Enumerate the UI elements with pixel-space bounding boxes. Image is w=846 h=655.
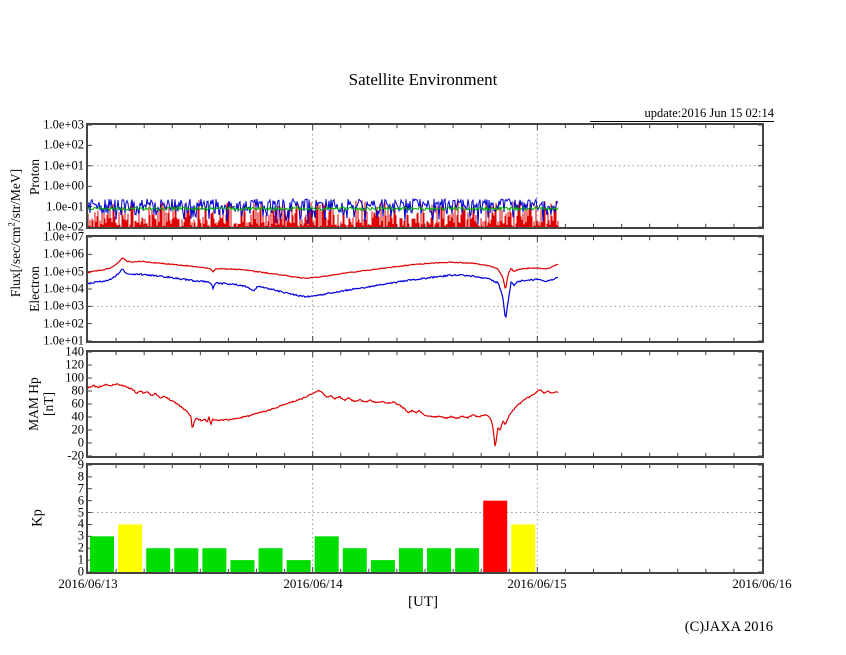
mam_hp-hp-red xyxy=(88,383,559,447)
y-tick-label: 1 xyxy=(77,552,84,567)
flux-axis-label-text: Flux[/sec/cm xyxy=(7,226,23,298)
kp-bar xyxy=(258,548,283,572)
x-tick-label: 2016/06/14 xyxy=(283,576,343,591)
y-tick-label: 120 xyxy=(65,357,84,372)
mam-axis-label: MAM Hp [nT] xyxy=(26,377,56,431)
x-tick-label: 2016/06/16 xyxy=(732,576,792,591)
y-tick-label: 1.0e+05 xyxy=(43,264,84,279)
flux-axis-label-unit: /str/MeV] xyxy=(7,168,23,223)
axis-ticks xyxy=(88,352,762,456)
kp-bar xyxy=(146,548,171,572)
electron_flux-plot xyxy=(88,237,762,341)
kp-bar xyxy=(455,548,480,572)
electron_flux-blue-channel xyxy=(88,268,559,319)
proton-red-series xyxy=(88,200,559,227)
y-tick-label: 1.0e+06 xyxy=(43,246,84,261)
electron_flux-red-channel xyxy=(88,257,559,289)
gridline xyxy=(88,237,762,341)
copyright-label: (C)JAXA 2016 xyxy=(684,619,773,635)
kp-bar xyxy=(90,536,115,572)
y-tick-label: 6 xyxy=(77,493,84,508)
axis-ticks xyxy=(88,465,762,572)
gridline xyxy=(312,352,538,456)
y-tick-label: 100 xyxy=(65,370,84,385)
proton-flux-panel xyxy=(86,123,764,229)
y-tick-label: 0 xyxy=(77,435,84,450)
page-title: Satellite Environment xyxy=(348,70,498,89)
kp-bar xyxy=(342,548,367,572)
kp-bar xyxy=(511,524,536,572)
kp-bar xyxy=(370,560,395,572)
x-tick-label: 2016/06/15 xyxy=(507,576,567,591)
y-tick-label: 8 xyxy=(77,469,84,484)
y-tick-label: 1.0e+02 xyxy=(43,137,84,152)
x-axis-title: [UT] xyxy=(408,594,438,610)
kp-bar xyxy=(286,560,311,572)
kp-bar xyxy=(174,548,199,572)
y-tick-label: 1.0e-02 xyxy=(46,219,84,234)
y-tick-label: 9 xyxy=(77,457,84,472)
update-timestamp: update:2016 Jun 15 02:14 xyxy=(590,106,774,122)
y-tick-label: 1.0e+03 xyxy=(43,117,84,132)
y-tick-label: 7 xyxy=(77,481,84,496)
kp-bar xyxy=(118,524,143,572)
proton-green-series xyxy=(88,205,559,212)
kp-bar xyxy=(314,536,339,572)
kp_index-plot xyxy=(88,465,762,572)
y-tick-label: 1.0e+00 xyxy=(43,178,84,193)
kp-bar xyxy=(398,548,423,572)
y-tick-label: 1.0e+01 xyxy=(43,333,84,348)
y-tick-label: 40 xyxy=(71,409,85,424)
mam-axis-label-line2: [nT] xyxy=(41,392,56,417)
y-tick-label: 1.0e+07 xyxy=(43,229,84,244)
kp-index-panel xyxy=(86,463,764,574)
proton-axis-label: Proton xyxy=(27,158,42,196)
y-tick-label: 60 xyxy=(71,396,85,411)
y-tick-label: 1.0e+01 xyxy=(43,158,84,173)
flux-axis-label-sup: 2 xyxy=(6,222,17,227)
proton_flux-plot xyxy=(88,125,762,227)
axis-ticks xyxy=(88,237,762,341)
y-tick-label: -20 xyxy=(67,448,84,463)
kp-bar xyxy=(427,548,452,572)
y-tick-label: 5 xyxy=(77,505,84,520)
kp-bar xyxy=(483,500,508,572)
y-tick-label: 1.0e+03 xyxy=(43,298,84,313)
y-tick-label: 3 xyxy=(77,528,84,543)
y-tick-label: 2 xyxy=(77,540,84,555)
mam_hp-plot xyxy=(88,352,762,456)
electron-axis-label: Electron xyxy=(27,266,42,312)
kp-axis-label: Kp xyxy=(29,509,46,527)
y-tick-label: 80 xyxy=(71,383,85,398)
flux-axis-label: Flux[/sec/cm2/str/MeV] xyxy=(6,169,24,297)
y-tick-label: 1.0e+02 xyxy=(43,316,84,331)
gridline xyxy=(88,125,762,227)
mam-hp-panel xyxy=(86,350,764,458)
kp-bar xyxy=(230,560,255,572)
y-tick-label: 4 xyxy=(77,516,84,531)
electron-flux-panel xyxy=(86,235,764,343)
mam-axis-label-line1: MAM Hp xyxy=(26,377,41,431)
x-tick-label: 2016/06/13 xyxy=(58,576,118,591)
y-tick-label: 1.0e+04 xyxy=(43,281,84,296)
y-tick-label: 20 xyxy=(71,422,85,437)
y-tick-label: 0 xyxy=(77,564,84,579)
kp-bar xyxy=(202,548,227,572)
y-tick-label: 1.0e-01 xyxy=(46,199,84,214)
y-tick-label: 140 xyxy=(65,344,84,359)
